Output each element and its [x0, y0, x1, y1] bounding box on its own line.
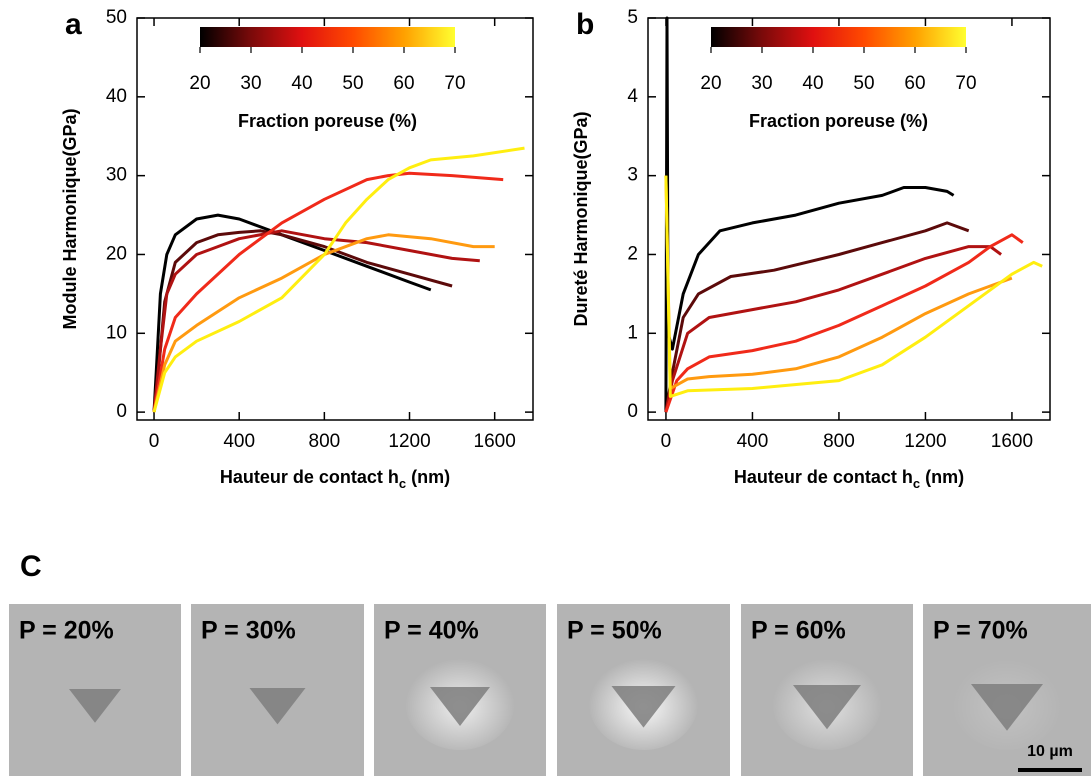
y-tick-label: 20: [106, 243, 127, 264]
data-line: [152, 146, 525, 413]
y-tick-label: 2: [627, 243, 638, 264]
y-tick-label: 30: [106, 165, 127, 186]
data-line: [152, 233, 495, 413]
colorbar-tick-label: 30: [240, 73, 261, 94]
x-tick-label: 0: [149, 431, 160, 452]
panel-caption: P = 60%: [751, 617, 846, 645]
panel-label: C: [20, 550, 42, 583]
data-line: [152, 229, 480, 413]
x-axis-label-text: Hauteur de contact h: [220, 467, 399, 487]
x-axis-label-text: Hauteur de contact h: [734, 467, 913, 487]
colorbar: [200, 27, 455, 47]
scale-bar-label: 10 µm: [1027, 743, 1073, 760]
y-tick-label: 0: [627, 401, 638, 422]
indent: [793, 685, 861, 730]
data-line: [664, 233, 1024, 413]
x-axis-label: Hauteur de contact hc (nm): [220, 467, 450, 492]
plot-frame: [647, 17, 1051, 421]
panel-caption: P = 20%: [19, 617, 114, 645]
y-tick-label: 3: [627, 165, 638, 186]
panel-label: a: [65, 8, 82, 41]
x-axis-label-sub: c: [913, 476, 920, 491]
colorbar-label: Fraction poreuse (%): [238, 111, 417, 131]
x-tick-label: 800: [309, 431, 341, 452]
colorbar-tick-label: 40: [802, 73, 823, 94]
data-line: [664, 175, 1013, 390]
data-line: [152, 213, 432, 413]
data-line: [664, 175, 1043, 398]
y-tick-label: 50: [106, 7, 127, 28]
indent: [611, 686, 676, 728]
colorbar-tick-label: 20: [189, 73, 210, 94]
y-tick-label: 10: [106, 322, 127, 343]
panel-caption: P = 30%: [201, 617, 296, 645]
x-tick-label: 800: [823, 431, 855, 452]
x-tick-label: 0: [661, 431, 672, 452]
indent: [249, 688, 306, 725]
panel-caption: P = 50%: [567, 617, 662, 645]
y-tick-label: 0: [116, 401, 127, 422]
indent: [430, 687, 490, 726]
x-axis-label-unit: (nm): [411, 467, 450, 487]
data-line: [664, 221, 970, 413]
colorbar-tick-label: 50: [853, 73, 874, 94]
x-tick-label: 400: [737, 431, 769, 452]
colorbar-label: Fraction poreuse (%): [749, 111, 928, 131]
colorbar-tick-label: 50: [342, 73, 363, 94]
x-axis-label-sub: c: [399, 476, 406, 491]
y-axis-label: Module Harmonique(GPa): [60, 108, 80, 329]
x-axis-label: Hauteur de contact hc (nm): [734, 467, 964, 492]
colorbar-tick-label: 70: [444, 73, 465, 94]
x-axis-label-unit: (nm): [925, 467, 964, 487]
colorbar-tick-label: 20: [700, 73, 721, 94]
colorbar-tick-label: 60: [393, 73, 414, 94]
x-tick-label: 1600: [474, 431, 516, 452]
colorbar-tick-label: 40: [291, 73, 312, 94]
x-tick-label: 1600: [991, 431, 1033, 452]
panel-caption: P = 40%: [384, 617, 479, 645]
y-tick-label: 4: [627, 86, 638, 107]
y-axis-label: Dureté Harmonique(GPa): [571, 111, 591, 326]
x-tick-label: 1200: [904, 431, 946, 452]
data-line: [152, 171, 504, 413]
y-tick-label: 1: [627, 322, 638, 343]
x-tick-label: 1200: [388, 431, 430, 452]
plot-frame: [136, 17, 534, 421]
colorbar: [711, 27, 966, 47]
colorbar-tick-label: 70: [955, 73, 976, 94]
y-tick-label: 40: [106, 86, 127, 107]
y-tick-label: 5: [627, 7, 638, 28]
data-line: [152, 229, 453, 413]
data-line: [664, 245, 1002, 413]
indent: [69, 689, 121, 723]
colorbar-tick-label: 30: [751, 73, 772, 94]
panel-caption: P = 70%: [933, 617, 1028, 645]
colorbar-tick-label: 60: [904, 73, 925, 94]
indent: [971, 684, 1043, 731]
x-tick-label: 400: [223, 431, 255, 452]
panel-label: b: [576, 8, 594, 41]
